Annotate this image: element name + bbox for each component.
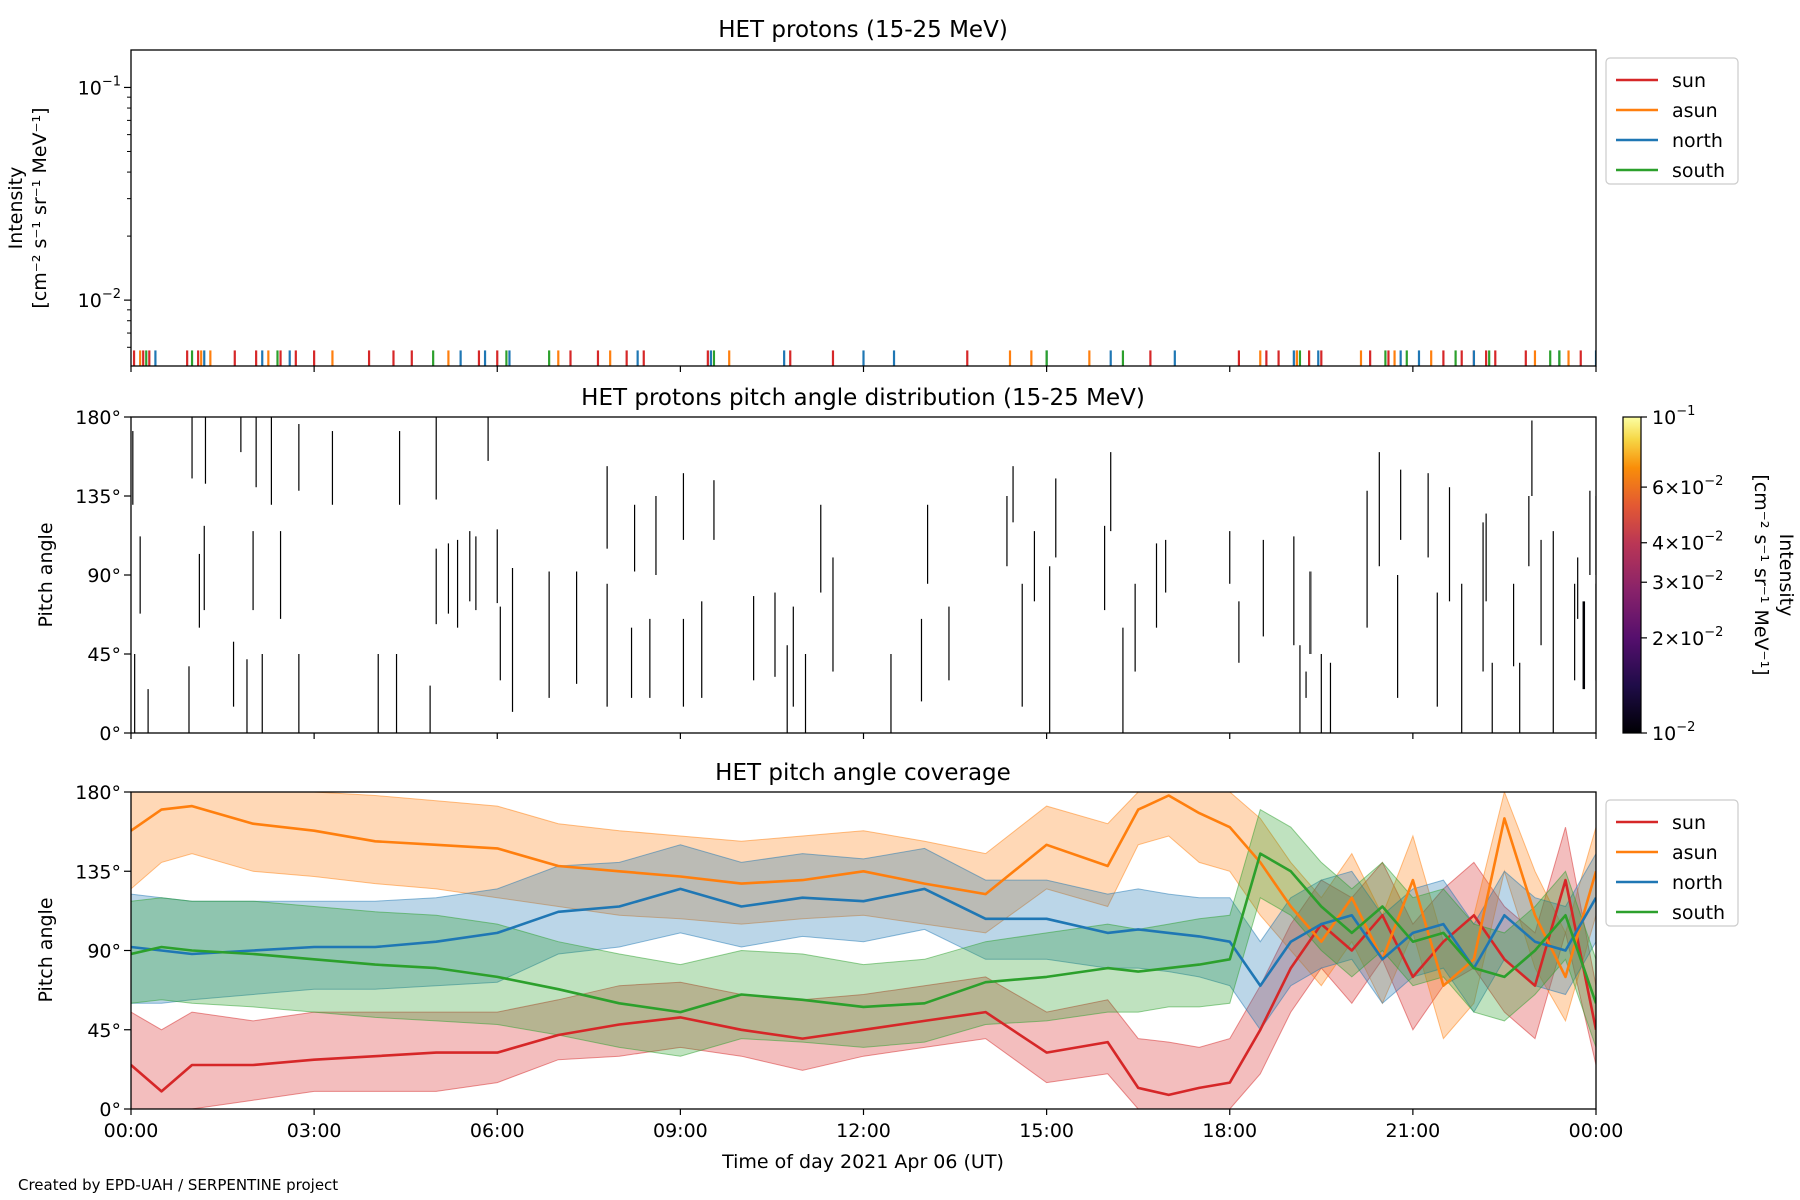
intensity-spikes	[132, 350, 1596, 366]
colorbar: 10−1 6×10−2 4×10−2 3×10−2 2×10−2 10−2 Intensi…	[1622, 404, 1797, 745]
x-tick-label: 21:00	[1385, 1120, 1440, 1142]
coverage-band-asun	[131, 792, 1596, 1040]
pad-segments	[132, 417, 1596, 733]
colorbar-tick-label: 6×10−2	[1652, 474, 1723, 499]
coverage-line-sun	[131, 878, 1596, 1097]
x-tick-label: 03:00	[287, 1120, 342, 1142]
y-tick-label: 0°	[99, 723, 121, 745]
panel-3-x-ticks: 00:00 03:00 06:00 09:00 12:00 15:00 18:00 21:00…	[104, 1109, 1624, 1142]
panel-2-title: HET protons pitch angle distribution (15…	[581, 385, 1145, 411]
x-tick-label: 00:00	[1569, 1120, 1624, 1142]
legend-label-asun: asun	[1672, 842, 1718, 864]
y-tick-label: 90°	[87, 565, 121, 587]
legend-box	[1605, 799, 1739, 927]
y-tick-label: 180°	[75, 782, 121, 804]
panel-1-ylabel-line2: [cm⁻² s⁻¹ sr⁻¹ MeV⁻¹]	[29, 107, 51, 308]
y-tick-label: 10−1	[78, 74, 121, 99]
y-tick-label: 90°	[87, 941, 121, 963]
x-tick-label: 06:00	[470, 1120, 525, 1142]
panel-2-x-ticks	[130, 733, 1597, 739]
x-tick-label: 00:00	[104, 1120, 159, 1142]
legend-label-sun: sun	[1672, 70, 1706, 92]
legend-label-north: north	[1672, 130, 1723, 152]
x-axis-label: Time of day 2021 Apr 06 (UT)	[721, 1151, 1004, 1173]
coverage-lines	[131, 794, 1596, 1097]
coverage-line-asun	[131, 794, 1596, 988]
panel-pad: HET protons pitch angle distribution (15…	[35, 385, 1797, 745]
y-tick-label: 45°	[87, 1020, 121, 1042]
panel-1-x-ticks	[130, 366, 1597, 372]
x-tick-label: 09:00	[653, 1120, 708, 1142]
colorbar-label-line2: [cm⁻² s⁻¹ sr⁻¹ MeV⁻¹]	[1750, 474, 1772, 675]
panel-1-ylabel-line1: Intensity	[5, 167, 27, 250]
legend-label-north: north	[1672, 872, 1723, 894]
legend-intensity: sun asun north south	[1605, 57, 1739, 185]
legend-label-asun: asun	[1672, 100, 1718, 122]
panel-2-y-ticks: 0° 45° 90° 135° 180°	[75, 407, 131, 745]
colorbar-ticks: 10−1 6×10−2 4×10−2 3×10−2 2×10−2 10−2	[1641, 404, 1723, 745]
colorbar-tick-label: 2×10−2	[1652, 625, 1723, 650]
x-tick-label: 18:00	[1202, 1120, 1257, 1142]
y-tick-label: 135°	[75, 486, 121, 508]
colorbar-tick-label: 10−2	[1652, 720, 1695, 745]
y-tick-label: 10−2	[78, 287, 121, 312]
panel-coverage: HET pitch angle coverage 0° 45° 90° 135° 180…	[35, 760, 1739, 1142]
coverage-line-south	[131, 852, 1596, 1014]
panel-3-y-ticks: 0° 45° 90° 135° 180°	[75, 782, 131, 1121]
panel-2-frame	[130, 416, 1597, 734]
panel-3-ylabel: Pitch angle	[35, 897, 57, 1002]
x-tick-label: 12:00	[836, 1120, 891, 1142]
panel-3-title: HET pitch angle coverage	[715, 760, 1011, 786]
y-tick-label: 180°	[75, 407, 121, 429]
panel-2-ylabel: Pitch angle	[35, 522, 57, 627]
y-tick-label: 0°	[99, 1099, 121, 1121]
y-tick-label: 45°	[87, 644, 121, 666]
panel-1-title: HET protons (15-25 MeV)	[718, 17, 1008, 43]
colorbar-label-line1: Intensity	[1775, 534, 1797, 617]
coverage-line-north	[131, 887, 1596, 988]
colorbar-tick-label: 3×10−2	[1652, 569, 1723, 594]
legend-label-south: south	[1672, 160, 1725, 182]
y-tick-label: 135°	[75, 861, 121, 883]
coverage-band-north	[131, 844, 1596, 1031]
coverage-bands	[131, 792, 1596, 1109]
coverage-band-south	[131, 808, 1596, 1057]
legend-label-sun: sun	[1672, 812, 1706, 834]
panel-intensity: HET protons (15-25 MeV) 10−1 10−2 Intensi…	[5, 17, 1739, 372]
legend-box	[1605, 57, 1739, 185]
credit-text: Created by EPD-UAH / SERPENTINE project	[18, 1176, 338, 1194]
legend-label-south: south	[1672, 902, 1725, 924]
colorbar-gradient	[1622, 416, 1642, 734]
colorbar-tick-label: 10−1	[1652, 404, 1695, 429]
x-tick-label: 15:00	[1019, 1120, 1074, 1142]
legend-coverage: sun asun north south	[1605, 799, 1739, 927]
colorbar-tick-label: 4×10−2	[1652, 530, 1723, 555]
panel-1-frame	[130, 49, 1597, 367]
panel-1-y-ticks: 10−1 10−2	[78, 74, 131, 348]
